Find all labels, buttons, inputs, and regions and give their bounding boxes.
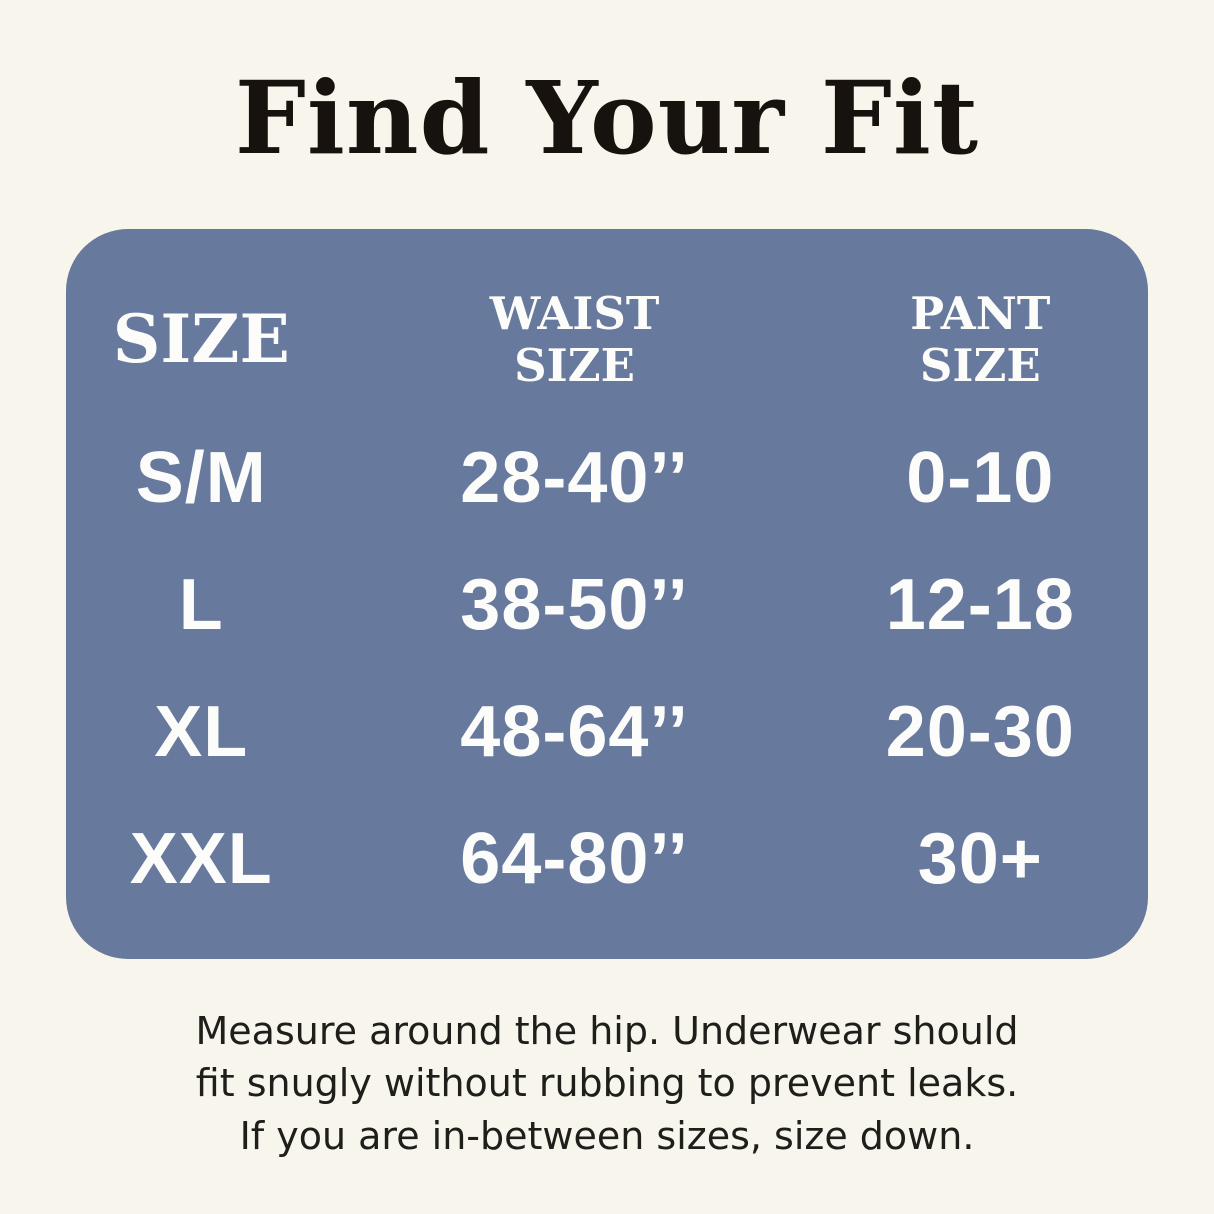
size-chart-card: SIZE WAIST SIZE PANT SIZE S/M 28-40’’ 0-…	[66, 229, 1148, 959]
page-title: Find Your Fit	[234, 59, 980, 177]
table-row: XL 48-64’’ 20-30	[66, 691, 1148, 773]
column-header-waist-size: WAIST SIZE	[337, 288, 813, 392]
pant-size-value: 0-10	[906, 437, 1055, 518]
fit-note-line-1: Measure around the hip. Underwear should	[195, 1009, 1019, 1053]
fit-note-line-2: fit snugly without rubbing to prevent le…	[195, 1061, 1019, 1106]
column-header-pant-size: PANT SIZE	[813, 288, 1148, 392]
table-row: L 38-50’’ 12-18	[66, 564, 1148, 646]
table-header-row: SIZE WAIST SIZE PANT SIZE	[66, 288, 1148, 392]
waist-size-value: 28-40’’	[460, 437, 689, 518]
size-value: L	[178, 564, 224, 645]
fit-note-line-3: If you are in-between sizes, size down.	[239, 1113, 975, 1158]
pant-size-value: 30+	[917, 818, 1043, 899]
waist-size-value: 48-64’’	[460, 691, 689, 772]
column-header-pant-size-label: PANT SIZE	[910, 287, 1051, 392]
pant-size-value: 12-18	[885, 564, 1075, 645]
column-header-size: SIZE	[112, 299, 290, 378]
table-row: S/M 28-40’’ 0-10	[66, 437, 1148, 519]
fit-note: Measure around the hip. Underwear should…	[0, 1005, 1214, 1162]
size-value: S/M	[135, 437, 267, 518]
waist-size-value: 38-50’’	[460, 564, 689, 645]
waist-size-value: 64-80’’	[460, 818, 689, 899]
table-row: XXL 64-80’’ 30+	[66, 818, 1148, 900]
pant-size-value: 20-30	[885, 691, 1075, 772]
column-header-waist-size-label: WAIST SIZE	[489, 287, 660, 392]
size-value: XXL	[129, 818, 273, 899]
size-value: XL	[154, 691, 249, 772]
